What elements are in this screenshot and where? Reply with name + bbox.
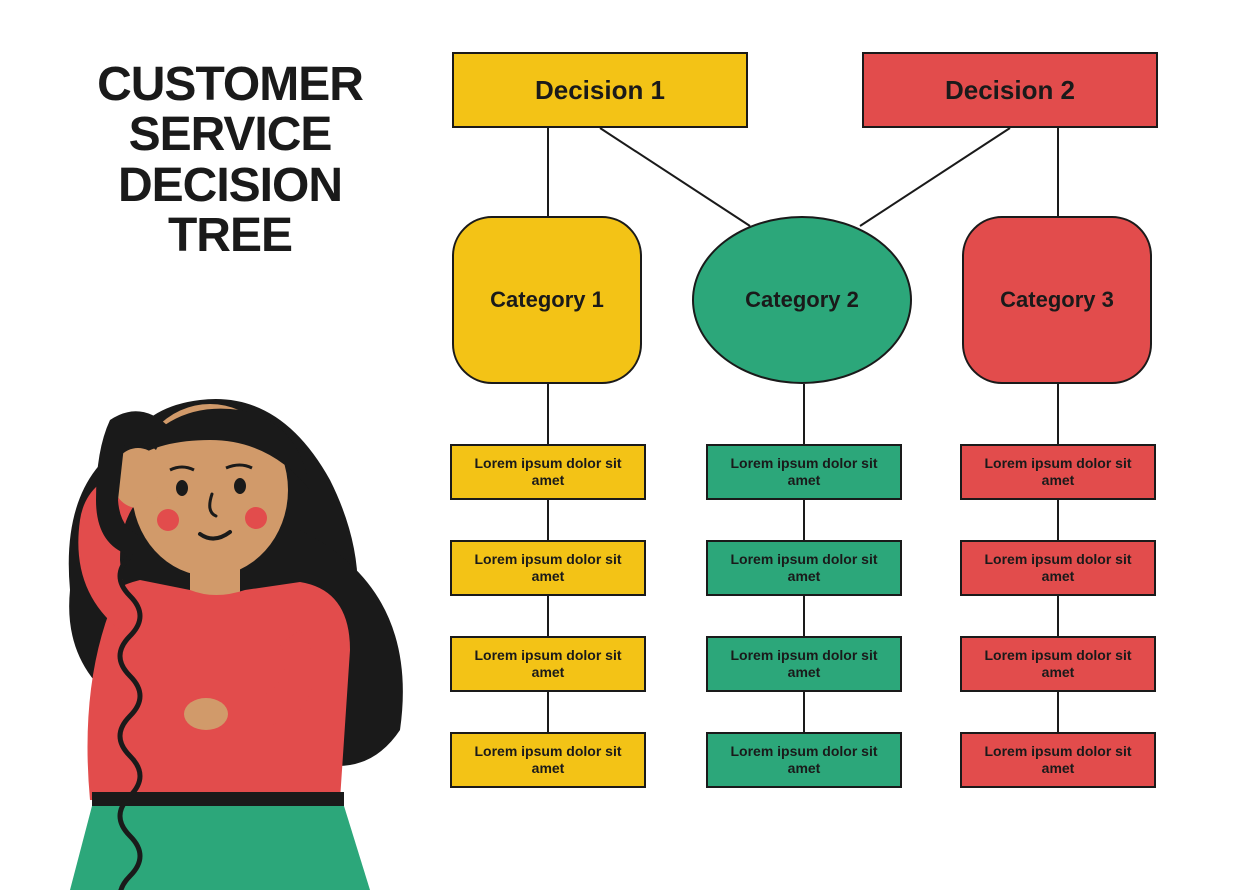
decision-node-decision-1: Decision 1 <box>452 52 748 128</box>
page-title: CUSTOMER SERVICE DECISION TREE <box>60 60 400 262</box>
category-node-category-1: Category 1 <box>452 216 642 384</box>
leaf-item: Lorem ipsum dolor sit amet <box>450 732 646 788</box>
leaf-item: Lorem ipsum dolor sit amet <box>960 444 1156 500</box>
category-node-category-3: Category 3 <box>962 216 1152 384</box>
leaf-item: Lorem ipsum dolor sit amet <box>706 444 902 500</box>
leaf-item: Lorem ipsum dolor sit amet <box>450 636 646 692</box>
leaf-item: Lorem ipsum dolor sit amet <box>706 732 902 788</box>
leaf-item: Lorem ipsum dolor sit amet <box>706 540 902 596</box>
leaf-item: Lorem ipsum dolor sit amet <box>960 636 1156 692</box>
leaf-item: Lorem ipsum dolor sit amet <box>450 444 646 500</box>
leaf-item: Lorem ipsum dolor sit amet <box>706 636 902 692</box>
leaf-item: Lorem ipsum dolor sit amet <box>960 732 1156 788</box>
person-on-phone-illustration <box>0 330 430 890</box>
category-node-category-2: Category 2 <box>692 216 912 384</box>
decision-node-decision-2: Decision 2 <box>862 52 1158 128</box>
leaf-item: Lorem ipsum dolor sit amet <box>960 540 1156 596</box>
leaf-item: Lorem ipsum dolor sit amet <box>450 540 646 596</box>
